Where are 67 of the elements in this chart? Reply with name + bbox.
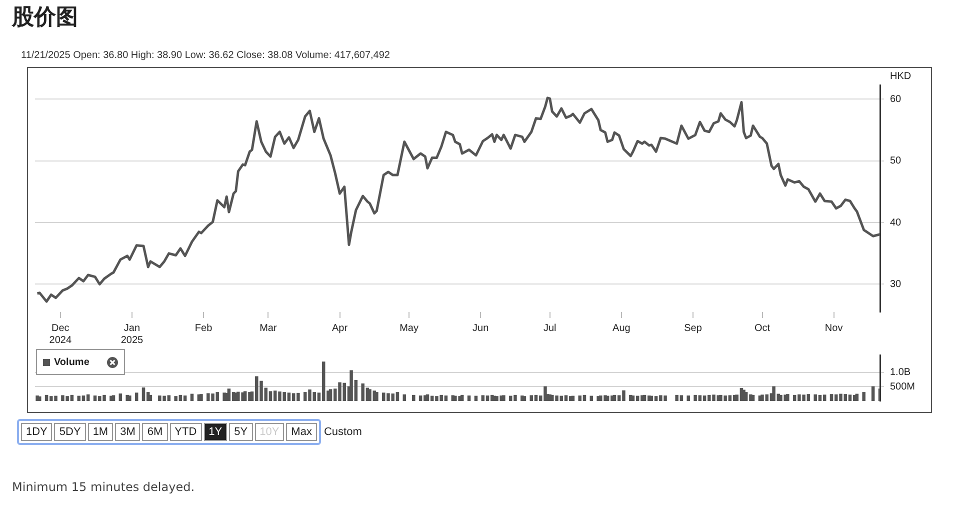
bar bbox=[183, 395, 187, 401]
text: 1M bbox=[88, 423, 114, 441]
x-tick-label: Aug bbox=[612, 322, 630, 334]
bar bbox=[412, 394, 416, 401]
bar bbox=[612, 394, 616, 401]
x-tick-label: Apr bbox=[332, 322, 348, 334]
y-tick-label: 1.0B bbox=[890, 367, 911, 378]
x-tick-label: Dec 2024 bbox=[49, 322, 72, 346]
bar bbox=[481, 395, 485, 401]
text: Max bbox=[286, 423, 317, 441]
x-tick-label: Feb bbox=[194, 322, 213, 334]
chart-subtitle: 11/21/2025 Open: 36.80 High: 38.90 Low: 36.62 Close: 38.08 Volume: 417,607,492 bbox=[21, 50, 390, 61]
x-tick-label: Jun bbox=[472, 322, 489, 334]
x-tick-label: Oct bbox=[754, 322, 770, 334]
bar bbox=[418, 395, 422, 401]
x-tick-label: Jul bbox=[543, 322, 556, 334]
chart-title: 股价图 bbox=[12, 4, 78, 32]
bar bbox=[502, 395, 506, 401]
bar bbox=[564, 395, 568, 401]
bar bbox=[148, 394, 152, 401]
y-tick-label: 50 bbox=[890, 156, 902, 167]
bar bbox=[871, 386, 875, 401]
bar bbox=[375, 392, 378, 401]
text: Custom bbox=[324, 426, 362, 438]
bar bbox=[522, 396, 526, 401]
bar bbox=[530, 395, 534, 401]
bar bbox=[402, 394, 406, 401]
text: 5Y bbox=[229, 423, 253, 441]
y-tick-label: 30 bbox=[890, 278, 902, 290]
bar bbox=[86, 394, 90, 401]
x-tick-label: Nov bbox=[824, 322, 843, 334]
text: 5DY bbox=[54, 423, 86, 441]
legend-label: Volume bbox=[54, 356, 90, 368]
x-tick-label: Jan 2025 bbox=[120, 322, 144, 346]
bar bbox=[454, 396, 457, 401]
bar bbox=[467, 395, 471, 401]
bar bbox=[134, 392, 138, 401]
bar bbox=[118, 393, 122, 401]
bar bbox=[786, 394, 790, 401]
text: Minimum 15 minutes delayed. bbox=[12, 480, 195, 494]
bar bbox=[751, 394, 755, 401]
bar bbox=[862, 392, 866, 401]
bar bbox=[322, 362, 326, 401]
bar bbox=[426, 394, 430, 401]
bar bbox=[534, 394, 538, 401]
bar bbox=[243, 391, 247, 401]
bar bbox=[822, 394, 826, 401]
bar bbox=[779, 394, 782, 401]
x-tick-label: Mar bbox=[260, 322, 278, 334]
x-tick-label: Sep bbox=[684, 322, 702, 334]
text: 6M bbox=[142, 423, 168, 441]
bar bbox=[128, 395, 132, 401]
text: YTD bbox=[170, 423, 202, 441]
y-tick-label: 40 bbox=[890, 217, 902, 228]
y-tick-label: 60 bbox=[890, 94, 902, 105]
y-axis-title: HKD bbox=[890, 70, 912, 82]
bar bbox=[495, 396, 498, 401]
bar bbox=[460, 394, 464, 401]
text: 3M bbox=[115, 423, 140, 441]
bar bbox=[686, 395, 690, 401]
bar bbox=[112, 395, 116, 401]
bar bbox=[200, 394, 203, 401]
bar bbox=[631, 395, 635, 401]
text: 1DY bbox=[21, 423, 52, 441]
y-tick-label: 500M bbox=[890, 381, 916, 392]
text: 1Y bbox=[204, 423, 228, 441]
x-tick-label: May bbox=[400, 322, 418, 334]
